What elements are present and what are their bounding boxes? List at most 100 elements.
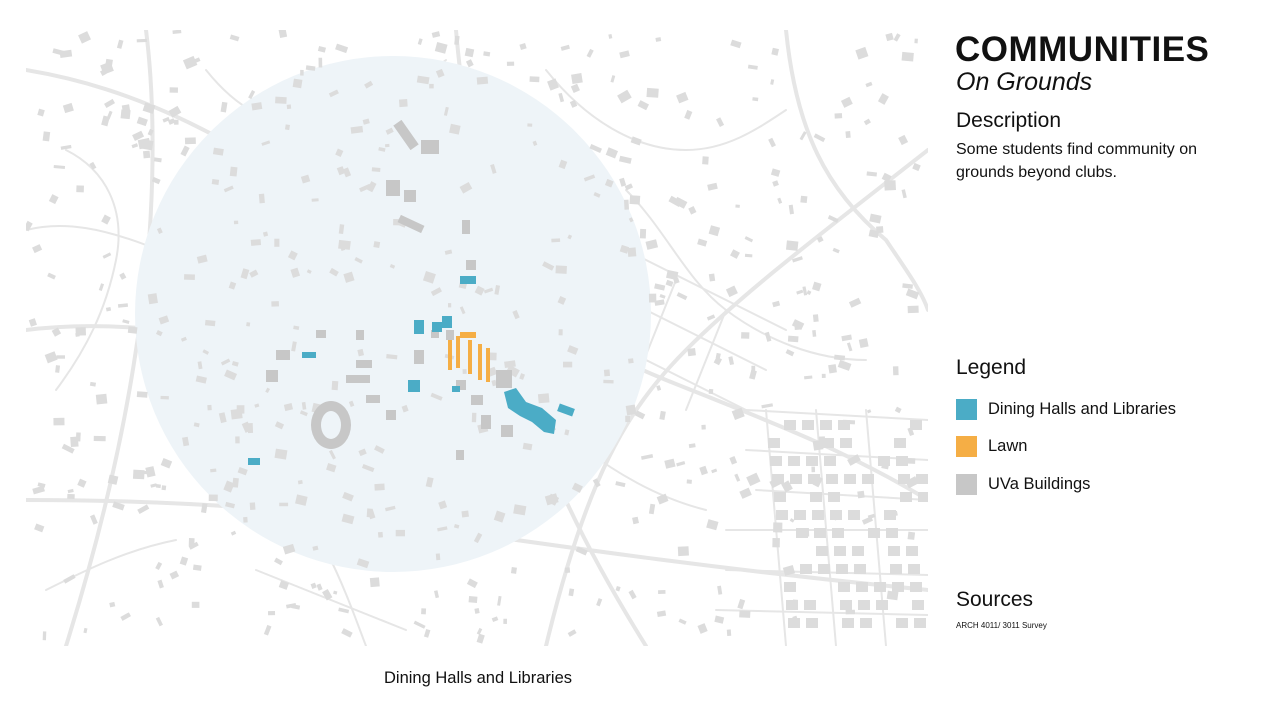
dining-library-building[interactable] (432, 322, 442, 332)
map-building (820, 420, 832, 430)
uva-building[interactable] (456, 450, 464, 460)
map-building (654, 283, 666, 291)
map-building (625, 415, 631, 423)
uva-building[interactable] (316, 330, 326, 338)
map-building (78, 31, 91, 44)
uva-building[interactable] (366, 395, 380, 403)
map-building (628, 217, 634, 223)
map-building (848, 510, 860, 520)
map-building (788, 204, 794, 215)
map-building (865, 81, 873, 88)
uva-building[interactable] (481, 415, 491, 429)
uva-building[interactable] (431, 330, 439, 338)
map-building (901, 51, 914, 62)
map-building (768, 438, 780, 448)
map-building (772, 180, 779, 187)
uva-building[interactable] (414, 350, 424, 364)
map-building (876, 600, 888, 610)
dining-library-building[interactable] (302, 352, 316, 358)
map-building (688, 206, 697, 215)
map-building (569, 100, 578, 108)
uva-building[interactable] (456, 380, 466, 390)
uva-building[interactable] (466, 260, 476, 270)
map-building (708, 388, 714, 395)
map-building (42, 131, 51, 142)
dining-library-building[interactable] (248, 458, 260, 465)
dining-halls-and-libraries[interactable] (248, 276, 575, 465)
map-building (333, 590, 338, 595)
map-building (707, 182, 718, 191)
uva-building[interactable] (421, 140, 439, 154)
uva-building[interactable] (446, 330, 454, 340)
uva-building[interactable] (393, 119, 419, 151)
map-building (686, 479, 692, 484)
uva-building[interactable] (386, 180, 400, 196)
map-building (770, 79, 775, 85)
dining-library-building[interactable] (504, 388, 556, 434)
uva-building[interactable] (471, 395, 483, 405)
map-building (417, 38, 423, 45)
uva-building[interactable] (346, 375, 370, 383)
map-building (828, 492, 840, 502)
lawn-buildings[interactable] (448, 332, 490, 382)
map-building (834, 354, 846, 361)
map-building (161, 485, 167, 491)
uva-building[interactable] (496, 370, 512, 388)
map-building (310, 582, 317, 589)
map-building (236, 405, 245, 414)
map-building (136, 391, 148, 398)
map-building (593, 192, 601, 198)
map-building (747, 64, 758, 70)
map-building (44, 351, 58, 364)
uva-building[interactable] (386, 410, 396, 420)
uva-building[interactable] (397, 214, 425, 234)
map-building (737, 598, 746, 610)
map-building (254, 403, 260, 408)
dining-library-building[interactable] (557, 403, 575, 417)
map-building (790, 474, 802, 484)
uva-building[interactable] (501, 425, 513, 437)
map-building (619, 177, 627, 187)
lawn-pavilion-row[interactable] (456, 336, 460, 368)
lawn-pavilion-row[interactable] (486, 348, 490, 382)
dining-library-building[interactable] (452, 386, 460, 392)
uva-building[interactable] (356, 330, 364, 340)
uva-building[interactable] (404, 190, 416, 202)
map-building (575, 546, 588, 556)
dining-library-building[interactable] (414, 320, 424, 334)
map-building (832, 528, 844, 538)
map-building (63, 574, 76, 584)
map-building (846, 342, 853, 352)
lawn-pavilion-row[interactable] (478, 344, 482, 380)
map-building (625, 404, 637, 416)
map-building (586, 48, 594, 58)
map-building (858, 338, 869, 349)
map-building (589, 144, 603, 153)
map-building (454, 35, 460, 45)
map-building (434, 590, 440, 599)
dining-library-building[interactable] (442, 316, 452, 328)
map-building (476, 627, 483, 635)
map-building (32, 244, 43, 254)
uva-building[interactable] (276, 350, 290, 360)
surrounding-buildings (26, 30, 928, 644)
uva-building[interactable] (266, 370, 278, 382)
lawn-pavilion-row[interactable] (448, 340, 452, 370)
uva-building[interactable] (462, 220, 470, 234)
uva-buildings[interactable] (266, 119, 513, 460)
uva-building[interactable] (356, 360, 372, 368)
dining-library-building[interactable] (408, 380, 420, 392)
map-building (567, 234, 573, 240)
map-building (770, 168, 781, 177)
map-building (688, 443, 696, 449)
lawn-rotunda[interactable] (460, 332, 476, 338)
campus-map[interactable] (26, 30, 928, 646)
map-building (659, 410, 666, 421)
map-building (89, 514, 98, 525)
map-building (341, 628, 353, 638)
lawn-pavilion-row[interactable] (468, 340, 472, 374)
dining-library-building[interactable] (460, 276, 476, 284)
map-building (773, 522, 783, 533)
map-building (804, 600, 816, 610)
map-building (789, 518, 795, 523)
